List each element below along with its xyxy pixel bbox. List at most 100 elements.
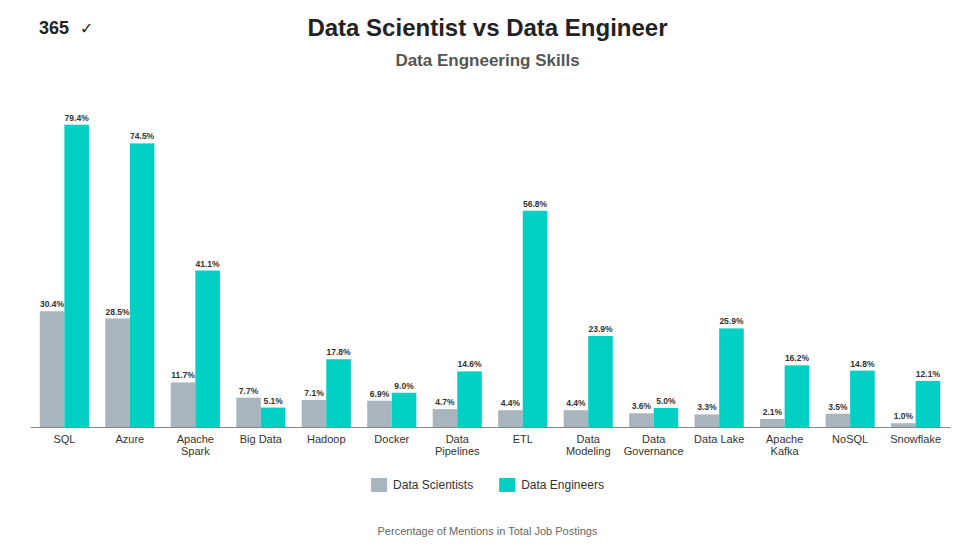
bar [891, 423, 916, 427]
subtitle: Data Engneering Skills [395, 51, 579, 70]
x-tick: ETL [513, 427, 533, 445]
x-tick: ApacheKafka [766, 427, 803, 457]
bar [367, 401, 392, 427]
bar [916, 381, 941, 427]
x-tick-label: ApacheSpark [177, 433, 214, 458]
bar [457, 371, 482, 427]
plot-area: 30.4%28.5%11.7%7.7%7.1%6.9%4.7%4.4%4.4%3… [31, 113, 951, 458]
data-label: 9.0% [394, 381, 414, 391]
bar [760, 419, 785, 427]
data-label: 56.8% [523, 199, 548, 209]
legend-label: Data Scientists [393, 478, 473, 492]
bar [850, 371, 875, 427]
data-label: 41.1% [196, 259, 221, 269]
data-label: 14.8% [850, 359, 875, 369]
x-tick-label-line: Docker [374, 433, 409, 445]
legend-label: Data Engineers [521, 478, 604, 492]
legend-swatch [499, 478, 515, 492]
x-tick-label-line: NoSQL [832, 433, 868, 445]
x-tick-label-line: Big Data [240, 433, 283, 445]
bar [392, 393, 417, 427]
bar [171, 382, 196, 427]
x-tick-label: Snowflake [890, 433, 941, 445]
bar [40, 311, 65, 427]
x-tick-label-line: Spark [181, 445, 210, 457]
data-label: 17.8% [327, 347, 352, 357]
bar [302, 400, 327, 427]
data-label: 5.0% [656, 396, 676, 406]
data-label: 30.4% [40, 299, 65, 309]
bar [523, 211, 548, 427]
data-label: 2.1% [763, 407, 783, 417]
x-tick: Snowflake [890, 427, 941, 445]
x-tick-label: DataPipelines [435, 433, 480, 458]
series [64, 125, 940, 427]
x-tick-label: ETL [513, 433, 533, 445]
x-tick-label: DataModeling [566, 433, 611, 458]
data-label: 25.9% [719, 316, 744, 326]
series [40, 311, 916, 427]
data-label: 7.7% [239, 386, 259, 396]
x-tick-label-line: Apache [177, 433, 214, 445]
annotation: 365 [39, 18, 69, 38]
data-label: 4.4% [566, 398, 586, 408]
x-tick-label-line: Snowflake [890, 433, 941, 445]
x-tick-label-line: SQL [53, 433, 75, 445]
x-tick-label-line: ETL [513, 433, 533, 445]
bar [695, 414, 720, 427]
x-tick: ApacheSpark [177, 427, 214, 457]
x-tick-label-line: Hadoop [307, 433, 346, 445]
data-label: 23.9% [588, 324, 613, 334]
bar [588, 336, 613, 427]
title: Data Scientist vs Data Engineer [307, 14, 667, 41]
bar [261, 408, 286, 427]
x-tick-label-line: Pipelines [435, 445, 480, 457]
data-label: 16.2% [785, 353, 810, 363]
data-label: 3.6% [632, 401, 652, 411]
data-label: 6.9% [370, 389, 390, 399]
x-tick: SQL [53, 427, 75, 445]
x-tick-label-line: Kafka [771, 445, 800, 457]
bar [130, 143, 155, 427]
x-tick-label: SQL [53, 433, 75, 445]
bar [195, 271, 220, 427]
bar [498, 410, 523, 427]
x-axis-title: Percentage of Mentions in Total Job Post… [378, 525, 598, 537]
legend-swatch [371, 478, 387, 492]
bar [719, 328, 744, 427]
annotation: ✓ [80, 20, 93, 37]
data-label: 4.7% [435, 397, 455, 407]
x-tick-label: Big Data [240, 433, 283, 445]
x-tick-label: Data Lake [694, 433, 744, 445]
bar [826, 414, 851, 427]
x-tick-label: Docker [374, 433, 409, 445]
x-tick-label: Azure [115, 433, 144, 445]
legend-item: Data Scientists [371, 478, 473, 492]
data-label: 3.3% [697, 402, 717, 412]
bar [785, 365, 810, 427]
bar [433, 409, 458, 427]
legend-item: Data Engineers [499, 478, 604, 492]
x-tick: Data Lake [694, 427, 744, 445]
x-tick-label: ApacheKafka [766, 433, 803, 458]
x-tick: DataModeling [566, 427, 611, 457]
x-tick-label: NoSQL [832, 433, 868, 445]
data-label: 3.5% [828, 402, 848, 412]
x-tick: Big Data [240, 427, 283, 445]
bars [40, 125, 940, 427]
data-label: 5.1% [263, 396, 283, 406]
x-tick-label-line: Modeling [566, 445, 611, 457]
data-label: 7.1% [304, 388, 324, 398]
data-label: 79.4% [65, 113, 90, 123]
x-tick: DataGovernance [624, 427, 684, 457]
x-tick-label: DataGovernance [624, 433, 684, 458]
data-labels: 30.4%28.5%11.7%7.7%7.1%6.9%4.7%4.4%4.4%3… [40, 113, 940, 421]
x-tick-label-line: Governance [624, 445, 684, 457]
chart-root: Data Scientist vs Data Engineer Data Engn… [0, 0, 975, 549]
bar [654, 408, 679, 427]
x-tick-label-line: Data [446, 433, 470, 445]
x-tick-label-line: Apache [766, 433, 803, 445]
data-label: 11.7% [171, 370, 195, 380]
x-tick: Docker [374, 427, 409, 445]
bar [105, 319, 130, 427]
